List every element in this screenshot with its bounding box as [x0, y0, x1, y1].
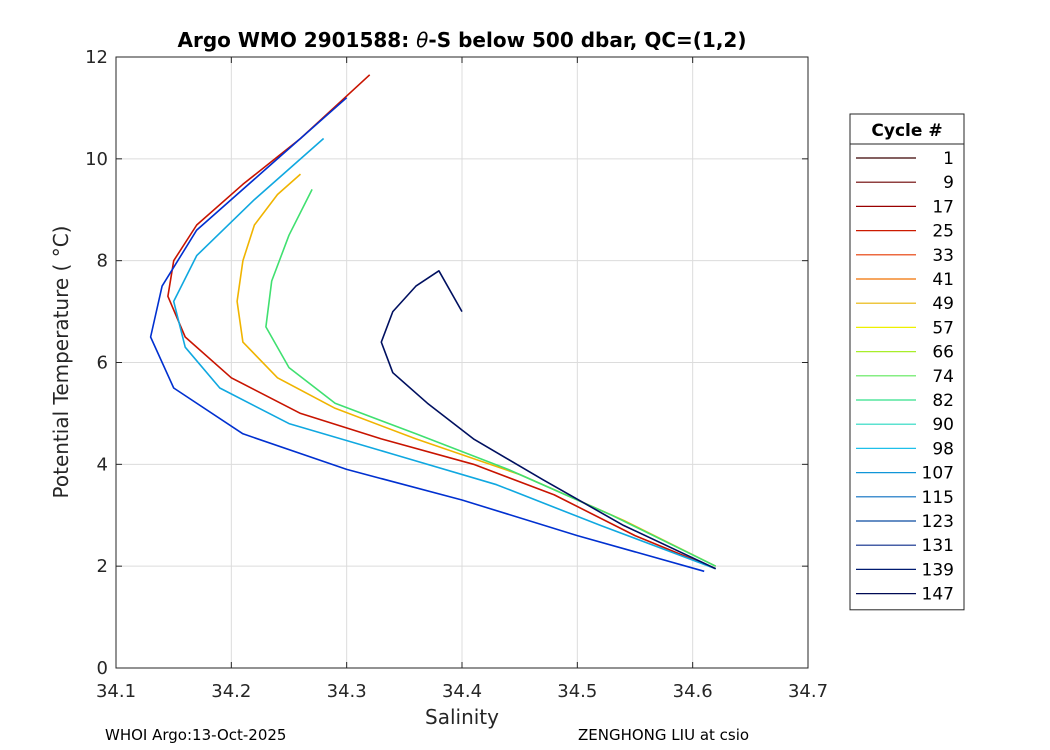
y-tick-label: 6	[97, 353, 108, 374]
y-tick-label: 0	[97, 658, 108, 679]
x-tick-label: 34.1	[96, 681, 136, 702]
legend-entry-label: 107	[922, 464, 954, 484]
legend-entry-label: 139	[922, 560, 954, 580]
legend-entry-label: 25	[932, 222, 954, 242]
x-tick-label: 34.3	[327, 681, 367, 702]
legend-entry-label: 49	[932, 294, 954, 314]
chart-title-theta: θ	[416, 28, 428, 52]
chart-title: Argo WMO 2901588: θ-S below 500 dbar, QC…	[178, 28, 747, 52]
x-tick-label: 34.7	[788, 681, 828, 702]
series-line-1	[167, 74, 717, 570]
legend-entry-label: 98	[932, 439, 954, 459]
legend-entry-label: 66	[932, 343, 954, 363]
legend-entry-label: 57	[932, 318, 954, 338]
footer-date: WHOI Argo:13-Oct-2025	[105, 726, 287, 744]
x-tick-label: 34.2	[211, 681, 251, 702]
legend-entry-label: 17	[932, 197, 954, 217]
footer-author: ZENGHONG LIU at csio	[578, 726, 750, 744]
x-tick-label: 34.4	[442, 681, 482, 702]
series-line-4	[172, 137, 716, 570]
legend-entry-label: 82	[932, 391, 954, 411]
legend-title: Cycle #	[871, 121, 942, 141]
y-axis-label: Potential Temperature ( °C)	[49, 226, 73, 499]
legend-entry-label: 9	[943, 173, 954, 193]
x-tick-label: 34.5	[557, 681, 597, 702]
legend-entry-label: 90	[932, 415, 954, 435]
x-tick-label: 34.6	[673, 681, 713, 702]
legend: Cycle #1 9 17 25 33 41 49 57 66 74 82 90 98 107 115 123…	[849, 113, 965, 611]
legend-box	[849, 113, 965, 611]
legend-entry-label: 147	[922, 585, 954, 605]
legend-entry-label: 41	[932, 270, 954, 290]
y-tick-label: 12	[85, 47, 108, 68]
legend-entry-label: 131	[922, 536, 954, 556]
legend-entry-label: 74	[932, 367, 954, 387]
series-line-5	[149, 97, 705, 573]
legend-entry-label: 33	[932, 246, 954, 266]
x-axis-label: Salinity	[425, 705, 499, 729]
legend-entry-label: 1	[943, 149, 954, 169]
data-series	[149, 74, 717, 573]
series-line-6	[380, 269, 717, 570]
chart-title-prefix: Argo WMO 2901588:	[178, 28, 417, 52]
series-line-3	[265, 189, 717, 567]
y-tick-label: 10	[85, 149, 108, 170]
y-tick-label: 4	[97, 454, 108, 475]
chart-title-suffix: -S below 500 dbar, QC=(1,2)	[428, 28, 746, 52]
y-tick-label: 2	[97, 556, 108, 577]
y-axis-ticks: 0 2 4 6 8 10 12	[85, 47, 808, 679]
x-axis-ticks: 34.1 34.2 34.3 34.4 34.5 34.6 34.7	[96, 57, 828, 702]
y-tick-label: 8	[97, 251, 108, 272]
legend-entry-label: 123	[922, 512, 954, 532]
legend-entry-label: 115	[922, 488, 954, 508]
